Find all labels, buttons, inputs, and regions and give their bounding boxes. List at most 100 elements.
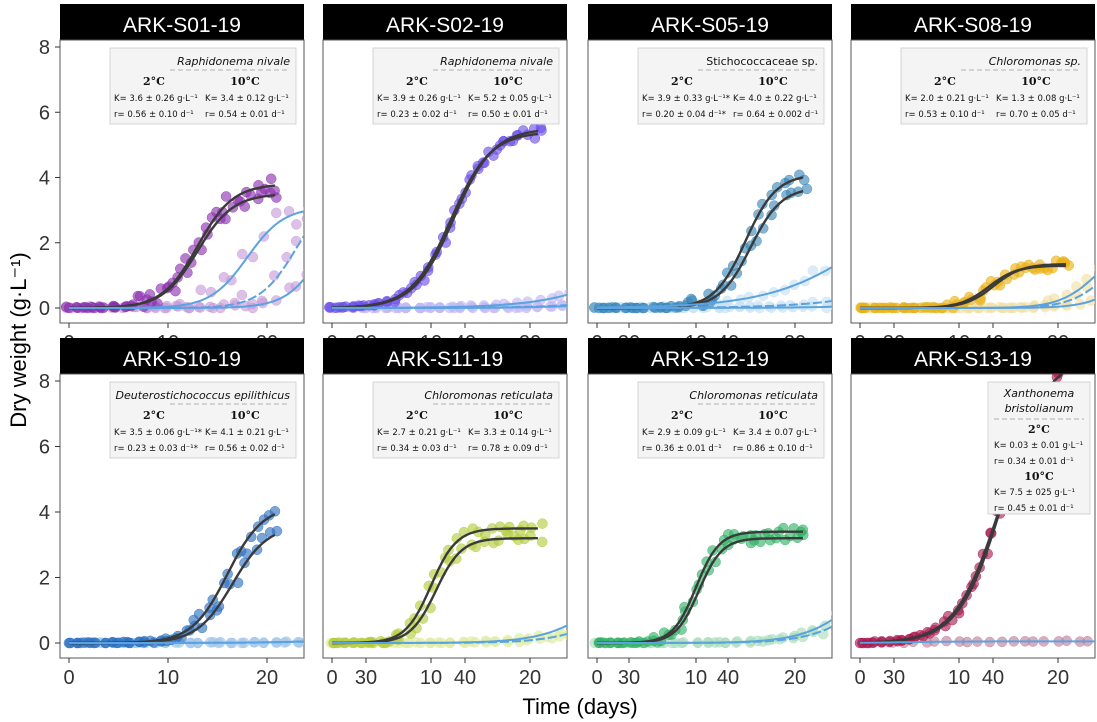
data-point <box>301 214 304 224</box>
carrying-capacity-stat: K= 4.0 ± 0.22 g·L⁻¹ <box>733 94 817 104</box>
data-point <box>226 274 237 286</box>
stats-box-background <box>900 47 1088 125</box>
carrying-capacity-stat: K= 7.5 ± 025 g·L⁻¹ <box>994 488 1075 498</box>
data-point <box>195 284 207 296</box>
data-point <box>220 191 232 202</box>
stats-box-background <box>372 381 560 459</box>
growth-rate-stat: r= 0.56 ± 0.02 d⁻¹ <box>205 444 285 454</box>
x-tick-label: 10 <box>420 667 442 689</box>
data-point <box>569 616 579 626</box>
x-tick-label: 30 <box>618 667 640 689</box>
panel-title-bar <box>851 4 1095 40</box>
growth-rate-stat: r= 0.86 ± 0.10 d⁻¹ <box>733 444 813 454</box>
data-point <box>801 183 813 195</box>
temperature-heading: 2°C <box>671 75 693 88</box>
panel: ARK-S02-19010203040Raphidonema nivale2°C… <box>322 4 739 354</box>
stats-box: Chloromonas reticulata 2°C K= 2.7 ± 0.21 g… <box>372 381 560 459</box>
data-point <box>303 641 304 643</box>
growth-rate-stat: r= 0.56 ± 0.10 d⁻¹ <box>114 110 194 120</box>
carrying-capacity-stat: K= 4.1 ± 0.21 g·L⁻¹ <box>205 428 289 438</box>
y-tick-label: 0 <box>39 633 50 655</box>
y-axis-label: Dry weight (g·L⁻¹) <box>6 252 31 427</box>
carrying-capacity-stat: K= 3.5 ± 0.06 g·L⁻¹* <box>114 428 202 438</box>
panel-title: ARK-S12-19 <box>651 348 769 371</box>
data-point <box>536 536 548 548</box>
fitted-curve <box>597 625 832 644</box>
panel: ARK-S05-19010203040Stichococcaceae sp.2°… <box>587 4 1004 354</box>
carrying-capacity-stat: K= 3.3 ± 0.14 g·L⁻¹ <box>468 428 552 438</box>
temperature-heading: 2°C <box>143 409 165 422</box>
x-tick-label: 0 <box>63 667 74 689</box>
fitted-curve <box>597 305 832 309</box>
plot-layer <box>63 506 322 649</box>
data-point <box>830 619 832 626</box>
data-point <box>456 543 467 554</box>
data-point <box>1093 264 1095 272</box>
panel: ARK-S10-19 0 10 20 30 40 0 2 4 6 8 Deuterostichococ… <box>39 338 476 689</box>
stats-box-background <box>372 47 560 125</box>
fitted-curve <box>332 632 567 644</box>
data-point <box>236 289 248 301</box>
growth-rate-stat: r= 0.34 ± 0.01 d⁻¹ <box>994 457 1074 467</box>
temperature-heading: 10°C <box>493 409 523 422</box>
panel-title: ARK-S08-19 <box>914 14 1032 37</box>
species-name: Stichococcaceae sp. <box>706 55 818 68</box>
growth-rate-stat: r= 0.53 ± 0.10 d⁻¹ <box>905 110 985 120</box>
stats-box-background <box>637 47 825 125</box>
x-tick-label: 20 <box>256 667 278 689</box>
data-point <box>841 617 851 627</box>
x-tick-label: 20 <box>519 667 541 689</box>
stats-box: Raphidonema nivale 2°C K= 3.9 ± 0.26 g·L⁻¹… <box>372 47 560 125</box>
data-point <box>236 248 248 260</box>
x-tick-label: 40 <box>982 667 1004 689</box>
species-name: Raphidonema nivale <box>440 55 553 68</box>
data-point <box>575 300 585 310</box>
growth-rate-stat: r= 0.64 ± 0.002 d⁻¹ <box>733 110 818 120</box>
stats-box: Stichococcaceae sp. 2°C K= 3.9 ± 0.33 g·L⁻… <box>637 47 825 125</box>
panel-title: ARK-S01-19 <box>123 14 241 37</box>
temperature-heading: 10°C <box>758 75 788 88</box>
data-point <box>265 173 277 185</box>
fitted-curve <box>331 129 539 309</box>
carrying-capacity-stat: K= 2.0 ± 0.21 g·L⁻¹ <box>905 94 989 104</box>
species-name: Chloromonas sp. <box>989 55 1081 68</box>
data-point <box>312 636 322 646</box>
temperature-heading: 10°C <box>758 409 788 422</box>
growth-rate-stat: r= 0.23 ± 0.02 d⁻¹ <box>377 110 457 120</box>
data-point <box>1063 374 1068 375</box>
carrying-capacity-stat: K= 1.3 ± 0.08 g·L⁻¹ <box>996 94 1080 104</box>
data-point <box>840 607 850 617</box>
growth-rate-stat: r= 0.34 ± 0.03 d⁻¹ <box>377 444 457 454</box>
carrying-capacity-stat: K= 3.4 ± 0.07 g·L⁻¹ <box>733 428 817 438</box>
data-point <box>245 531 257 543</box>
fitted-curve <box>597 618 832 644</box>
stats-box-background <box>109 47 297 125</box>
temperature-heading: 2°C <box>671 409 693 422</box>
growth-rate-stat: r= 0.70 ± 0.05 d⁻¹ <box>996 110 1076 120</box>
data-point <box>493 535 504 546</box>
data-point <box>769 200 780 211</box>
x-tick-label: 30 <box>355 667 377 689</box>
data-point <box>303 206 304 212</box>
data-point <box>313 206 323 216</box>
data-point <box>569 301 579 311</box>
data-point <box>564 288 567 298</box>
temperature-heading: 2°C <box>934 75 956 88</box>
fitted-curve <box>597 265 832 309</box>
x-axis-label: Time (days) <box>522 694 637 719</box>
y-tick-label: 6 <box>39 437 50 459</box>
growth-rate-stat: r= 0.45 ± 0.01 d⁻¹ <box>994 504 1074 514</box>
temperature-heading: 10°C <box>230 75 260 88</box>
plot-layer <box>323 122 585 314</box>
x-tick-label: 10 <box>948 667 970 689</box>
stats-box: Chloromonas reticulata 2°C K= 2.9 ± 0.09 g… <box>637 381 825 459</box>
species-name: Raphidonema nivale <box>177 55 290 68</box>
data-point <box>134 291 146 302</box>
stats-box-background <box>637 381 825 459</box>
stats-box-background <box>987 381 1091 515</box>
data-point <box>301 269 304 280</box>
x-tick-label: 40 <box>454 667 476 689</box>
data-point <box>829 301 832 311</box>
